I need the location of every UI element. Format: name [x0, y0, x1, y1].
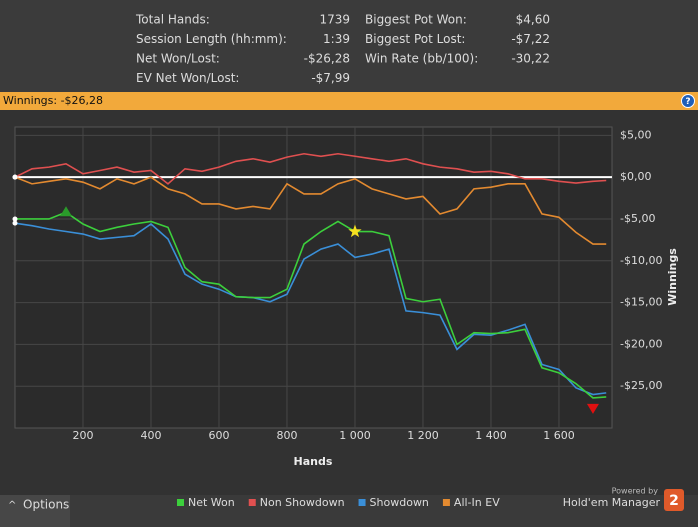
y-tick-label: -$10,00	[620, 254, 662, 267]
legend-label: Net Won	[188, 496, 235, 509]
options-label: Options	[23, 498, 69, 512]
help-icon-glyph: ?	[685, 97, 690, 107]
stat-value: 1:39	[323, 32, 350, 46]
series-line	[15, 211, 607, 399]
legend-swatch	[442, 499, 450, 506]
stat-value: -$7,99	[311, 71, 350, 85]
stats-panel	[0, 0, 698, 92]
powered-by: Powered by	[612, 487, 659, 496]
stat-label: Biggest Pot Won:	[365, 13, 467, 27]
x-tick-label: 1 400	[475, 429, 507, 442]
x-tick-label: 1 000	[339, 429, 371, 442]
options-button[interactable]	[0, 495, 70, 527]
legend-swatch	[177, 499, 184, 506]
stat-label: Win Rate (bb/100):	[365, 52, 478, 66]
x-tick-label: 200	[72, 429, 93, 442]
stat-label: Biggest Pot Lost:	[365, 32, 465, 46]
series-line	[14, 152, 607, 185]
y-tick-label: -$15,00	[620, 296, 662, 309]
stat-label: Net Won/Lost:	[136, 52, 220, 66]
y-axis-label: Winnings	[666, 248, 679, 306]
plot-area	[14, 126, 613, 429]
x-tick-label: 600	[208, 429, 229, 442]
legend-label: Showdown	[370, 496, 429, 509]
stat-value: -$7,22	[511, 32, 550, 46]
options-caret: ^	[8, 500, 16, 511]
y-tick-label: $5,00	[620, 128, 652, 141]
start-dot	[12, 216, 18, 222]
max-marker	[59, 206, 72, 217]
stat-value: -$26,28	[304, 52, 350, 66]
series-line	[14, 176, 607, 245]
stat-value: -30,22	[511, 52, 550, 66]
legend-label: All-In EV	[454, 496, 500, 509]
y-tick-label: -$20,00	[620, 337, 662, 350]
stat-label: EV Net Won/Lost:	[136, 71, 239, 85]
x-tick-label: 800	[276, 429, 297, 442]
y-tick-label: -$5,00	[620, 212, 655, 225]
x-tick-label: 1 200	[407, 429, 439, 442]
stat-label: Total Hands:	[135, 13, 210, 27]
brand-version: 2	[669, 493, 679, 509]
x-axis-label: Hands	[294, 455, 333, 468]
y-tick-label: -$25,00	[620, 379, 662, 392]
footer-bar	[0, 495, 698, 527]
stat-label: Session Length (hh:mm):	[136, 32, 287, 46]
start-dot	[12, 174, 18, 180]
help-icon[interactable]	[681, 94, 695, 108]
brand-name: Hold'em Manager	[563, 496, 661, 509]
header-title: Winnings: -$26,28	[3, 94, 103, 107]
min-marker	[586, 403, 599, 414]
legend-swatch	[358, 499, 366, 506]
start-dot	[12, 220, 18, 226]
header-bar	[0, 92, 698, 110]
stat-value: 1739	[319, 13, 350, 27]
stat-value: $4,60	[516, 13, 550, 27]
x-tick-label: 400	[140, 429, 161, 442]
star-marker	[348, 224, 362, 238]
brand-logo	[664, 489, 684, 511]
y-tick-label: $0,00	[620, 170, 652, 183]
series-line	[14, 222, 607, 396]
legend-swatch	[248, 499, 256, 506]
x-tick-label: 1 600	[543, 429, 575, 442]
legend-label: Non Showdown	[260, 496, 345, 509]
